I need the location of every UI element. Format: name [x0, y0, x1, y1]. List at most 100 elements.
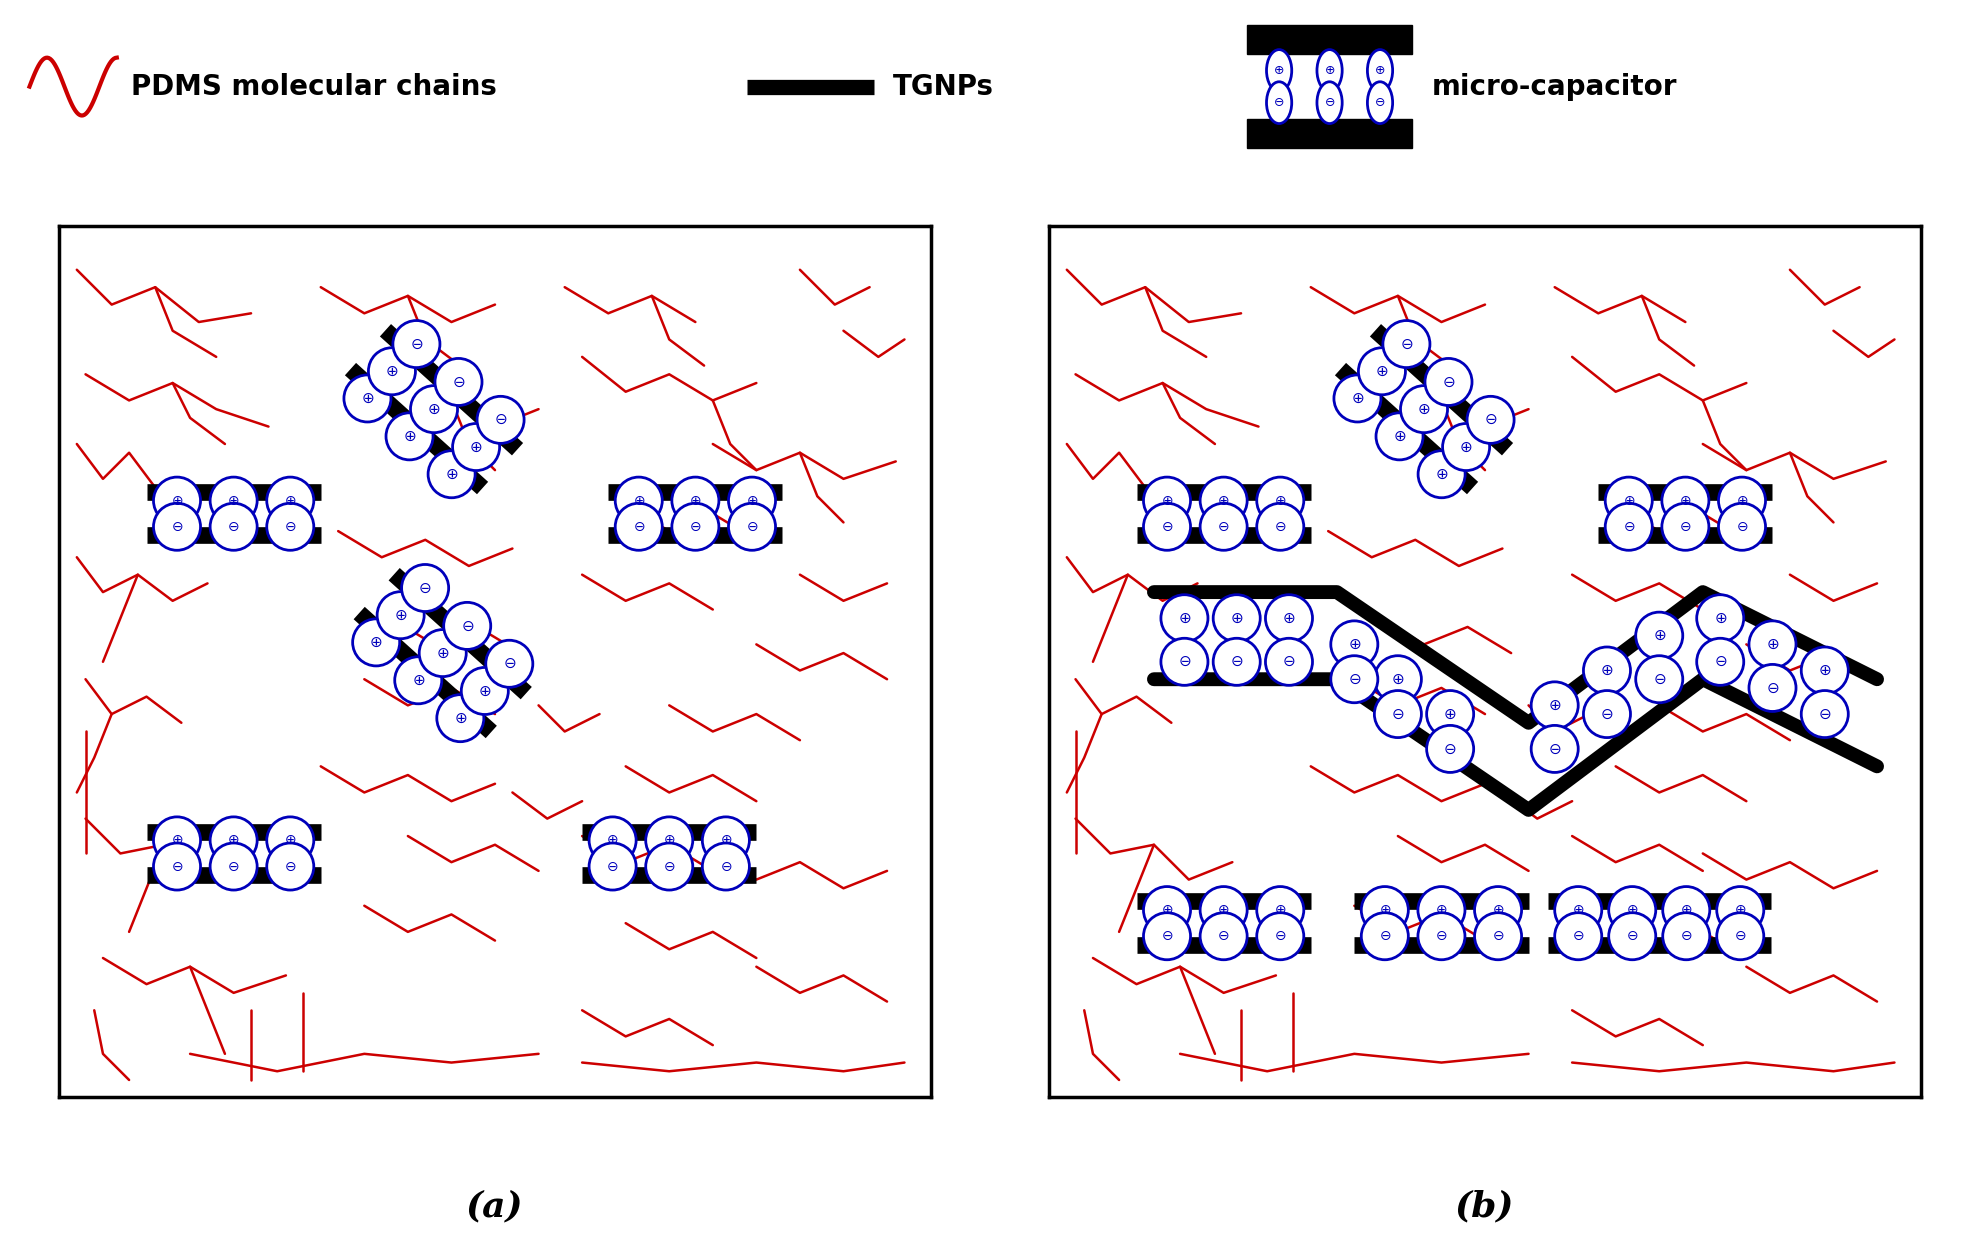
Text: $\oplus$: $\oplus$	[1348, 637, 1360, 652]
Text: $\ominus$: $\ominus$	[1681, 929, 1693, 944]
Text: $\ominus$: $\ominus$	[1572, 929, 1584, 944]
Circle shape	[210, 842, 257, 891]
Circle shape	[1717, 887, 1764, 934]
Text: $\oplus$: $\oplus$	[1818, 663, 1832, 678]
Text: $\oplus$: $\oplus$	[469, 439, 483, 454]
Text: $\ominus$: $\ominus$	[1653, 672, 1665, 687]
Circle shape	[1428, 690, 1473, 737]
Text: $\ominus$: $\ominus$	[746, 520, 758, 533]
Circle shape	[1802, 690, 1847, 737]
Circle shape	[1426, 359, 1471, 406]
FancyBboxPatch shape	[1247, 119, 1412, 147]
Circle shape	[1663, 913, 1711, 960]
Circle shape	[1267, 82, 1291, 124]
Text: $\oplus$: $\oplus$	[1273, 494, 1287, 507]
Text: $\oplus$: $\oplus$	[1160, 494, 1174, 507]
Circle shape	[444, 602, 491, 649]
Circle shape	[1368, 82, 1392, 124]
Circle shape	[154, 477, 200, 524]
Text: $\oplus$: $\oplus$	[477, 684, 491, 699]
Text: $\ominus$: $\ominus$	[1378, 929, 1392, 944]
Circle shape	[1697, 595, 1744, 642]
Circle shape	[1257, 503, 1303, 550]
Text: $\ominus$: $\ominus$	[1626, 929, 1637, 944]
Circle shape	[453, 423, 499, 470]
Text: $\ominus$: $\ominus$	[632, 520, 645, 533]
Text: $\oplus$: $\oplus$	[402, 429, 416, 444]
Circle shape	[1443, 423, 1489, 470]
Circle shape	[1475, 887, 1521, 934]
Circle shape	[1144, 477, 1190, 524]
Text: $\oplus$: $\oplus$	[453, 711, 467, 726]
Text: $\ominus$: $\ominus$	[1325, 96, 1335, 109]
Text: $\ominus$: $\ominus$	[1766, 680, 1780, 695]
Text: $\ominus$: $\ominus$	[1392, 706, 1404, 721]
Text: $\oplus$: $\oplus$	[719, 834, 733, 847]
Circle shape	[1717, 913, 1764, 960]
Circle shape	[410, 386, 457, 433]
Text: $\oplus$: $\oplus$	[1230, 611, 1243, 626]
Text: $\oplus$: $\oplus$	[1273, 903, 1287, 917]
Text: $\ominus$: $\ominus$	[1436, 929, 1447, 944]
Text: $\ominus$: $\ominus$	[1273, 929, 1287, 944]
Circle shape	[1719, 503, 1766, 550]
Text: (b): (b)	[1455, 1189, 1515, 1223]
Circle shape	[428, 450, 475, 497]
Circle shape	[477, 396, 525, 443]
Text: $\oplus$: $\oplus$	[1626, 903, 1637, 917]
Text: $\ominus$: $\ominus$	[1178, 654, 1192, 669]
Circle shape	[1335, 375, 1380, 422]
Text: $\ominus$: $\ominus$	[1160, 520, 1174, 533]
Circle shape	[154, 816, 200, 863]
Circle shape	[267, 842, 313, 891]
Circle shape	[402, 564, 449, 611]
Text: $\oplus$: $\oplus$	[1178, 611, 1192, 626]
Circle shape	[1362, 913, 1408, 960]
Circle shape	[210, 477, 257, 524]
Circle shape	[1719, 477, 1766, 524]
Text: $\oplus$: $\oplus$	[446, 466, 457, 481]
Text: $\oplus$: $\oplus$	[1378, 903, 1392, 917]
Text: $\ominus$: $\ominus$	[170, 860, 184, 873]
Circle shape	[1267, 49, 1291, 92]
Text: $\oplus$: $\oplus$	[394, 607, 408, 622]
Circle shape	[1200, 913, 1247, 960]
Circle shape	[703, 816, 748, 863]
Text: $\oplus$: $\oplus$	[428, 402, 442, 417]
Text: $\oplus$: $\oplus$	[606, 834, 620, 847]
Text: $\ominus$: $\ominus$	[1734, 929, 1746, 944]
Circle shape	[1374, 656, 1422, 703]
Text: $\ominus$: $\ominus$	[1218, 520, 1230, 533]
Circle shape	[616, 503, 661, 550]
Circle shape	[1382, 320, 1430, 367]
Text: $\ominus$: $\ominus$	[1160, 929, 1174, 944]
Text: micro-capacitor: micro-capacitor	[1432, 73, 1677, 100]
Text: $\oplus$: $\oplus$	[412, 673, 426, 688]
Text: $\oplus$: $\oplus$	[1350, 391, 1364, 406]
Text: $\ominus$: $\ominus$	[1348, 672, 1360, 687]
Circle shape	[436, 359, 481, 406]
Circle shape	[1257, 887, 1303, 934]
Text: $\ominus$: $\ominus$	[1218, 929, 1230, 944]
Text: $\ominus$: $\ominus$	[493, 412, 507, 427]
Circle shape	[616, 477, 661, 524]
Circle shape	[1467, 396, 1515, 443]
Circle shape	[1160, 638, 1208, 685]
Text: $\ominus$: $\ominus$	[663, 860, 675, 873]
Text: $\oplus$: $\oplus$	[1392, 672, 1404, 687]
Circle shape	[1531, 682, 1578, 729]
Circle shape	[1554, 913, 1602, 960]
Text: $\oplus$: $\oplus$	[1436, 466, 1447, 481]
Text: $\ominus$: $\ominus$	[1736, 520, 1748, 533]
Text: $\oplus$: $\oplus$	[1548, 698, 1562, 713]
Text: $\ominus$: $\ominus$	[1283, 654, 1295, 669]
Text: $\oplus$: $\oplus$	[1459, 439, 1473, 454]
Circle shape	[1635, 656, 1683, 703]
Text: $\oplus$: $\oplus$	[228, 834, 240, 847]
Text: TGNPs: TGNPs	[893, 73, 994, 100]
Text: $\oplus$: $\oplus$	[632, 494, 645, 507]
Circle shape	[1374, 690, 1422, 737]
Circle shape	[590, 816, 636, 863]
Text: $\oplus$: $\oplus$	[1600, 663, 1614, 678]
Text: $\oplus$: $\oplus$	[1160, 903, 1174, 917]
